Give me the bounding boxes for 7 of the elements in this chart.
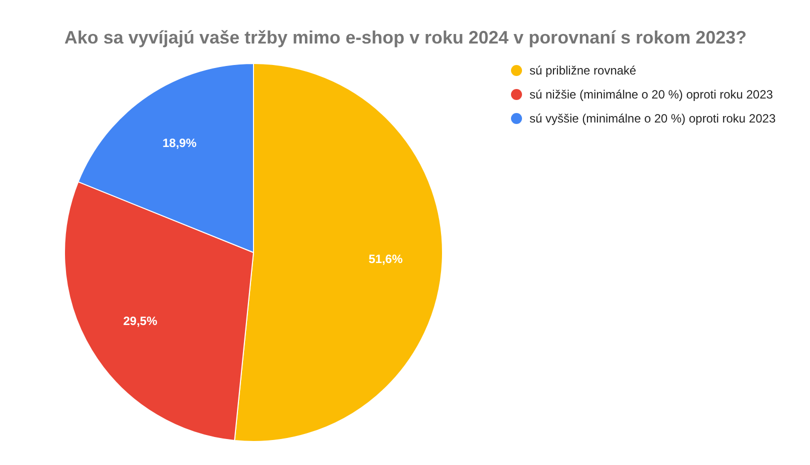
data-label: 51,6% xyxy=(368,252,403,266)
data-label: 29,5% xyxy=(123,314,158,328)
legend-label: sú približne rovnaké xyxy=(530,64,637,78)
data-label: 18,9% xyxy=(162,136,197,150)
legend-label: sú vyššie (minimálne o 20 %) oproti roku 2023 xyxy=(530,112,776,126)
chart-title: Ako sa vyvíjajú vaše tržby mimo e-shop v roku 2024 v porovnaní s rokom 2023? xyxy=(64,28,747,48)
legend-label: sú nižšie (minimálne o 20 %) oproti roku 2023 xyxy=(530,88,774,102)
